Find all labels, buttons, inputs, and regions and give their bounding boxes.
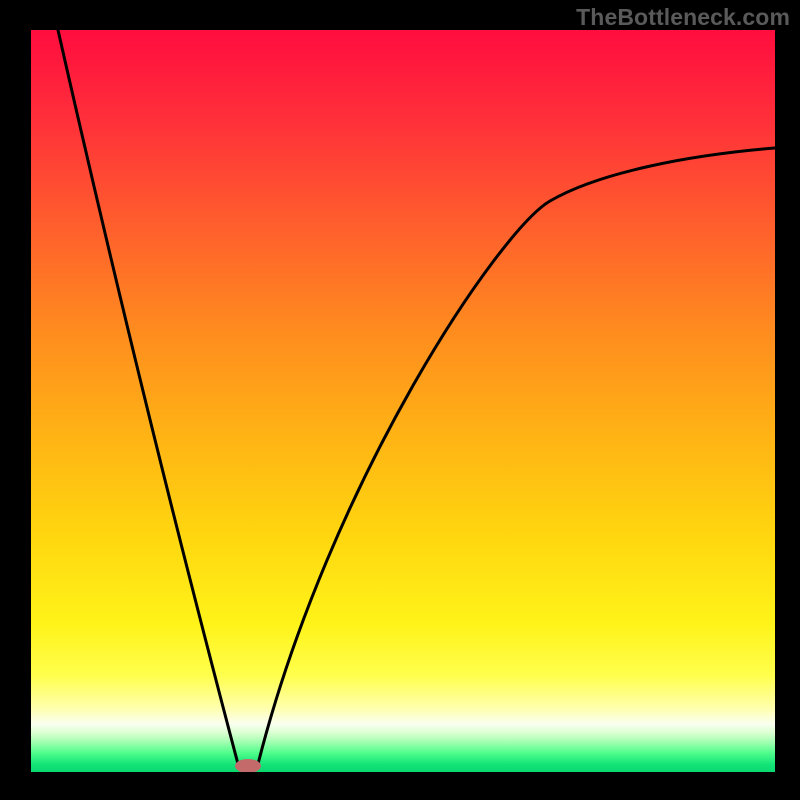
chart-frame: TheBottleneck.com — [0, 0, 800, 800]
watermark-text: TheBottleneck.com — [576, 4, 790, 31]
minimum-marker — [235, 759, 261, 773]
bottleneck-chart — [0, 0, 800, 800]
